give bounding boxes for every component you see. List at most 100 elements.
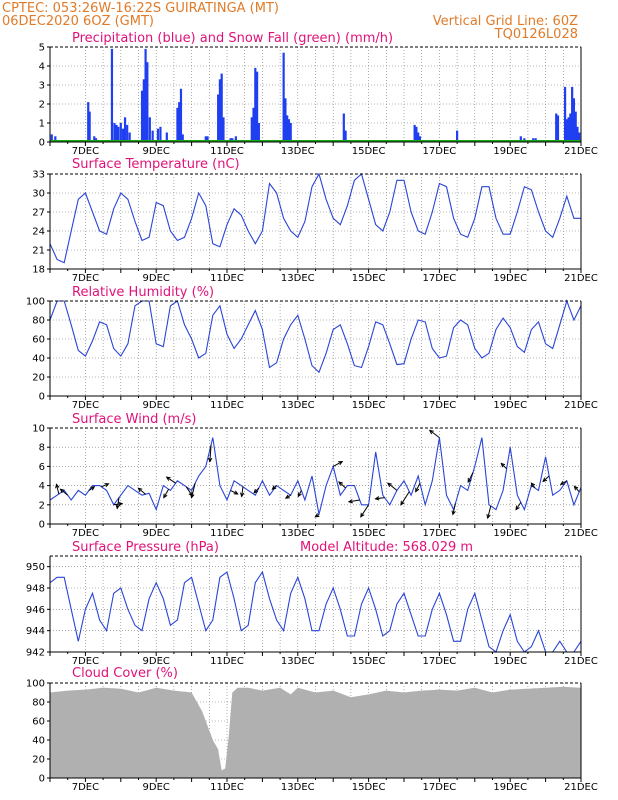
- precip-xtick-label: 21DEC: [564, 146, 598, 157]
- cloud-xtick-label: 17DEC: [423, 782, 457, 793]
- cloud-ytick-label: 40: [32, 736, 45, 747]
- wind-vector: [338, 481, 346, 489]
- wind-vector-head: [415, 487, 420, 493]
- wind-vector-head: [233, 490, 239, 495]
- wind-ytick-label: 10: [32, 424, 45, 435]
- precip-bar: [415, 126, 418, 142]
- wind-vector-head: [253, 488, 258, 494]
- wind-vector: [332, 461, 343, 467]
- pres-xtick-label: 7DEC: [72, 656, 99, 667]
- pres-xtick-label: 13DEC: [281, 656, 315, 667]
- precip-bar: [456, 130, 459, 142]
- precip-bar: [142, 79, 145, 142]
- precip-ytick-label: 4: [39, 62, 45, 73]
- wind-vector: [55, 484, 60, 495]
- temp-xtick-label: 21DEC: [564, 273, 598, 284]
- rh-xtick-label: 9DEC: [143, 400, 170, 411]
- rh-ytick-label: 60: [32, 335, 45, 346]
- precip-bar: [563, 86, 567, 142]
- precip-bar: [565, 119, 568, 142]
- wind-vector-head: [284, 494, 290, 499]
- wind-vector-head: [530, 482, 536, 488]
- wind-vector: [101, 483, 109, 488]
- precip-bar: [123, 117, 127, 142]
- temp-ytick-label: 33: [32, 170, 45, 181]
- precip-bar: [88, 111, 91, 142]
- wind-vector: [360, 504, 370, 518]
- wind-vector-head: [165, 476, 171, 481]
- precip-xtick-label: 17DEC: [423, 146, 457, 157]
- wind-vector-head: [347, 499, 353, 504]
- wind-vector: [375, 497, 385, 500]
- precip-bar: [181, 134, 184, 142]
- pres-ytick-label: 942: [26, 648, 45, 659]
- wind-vector: [542, 475, 550, 482]
- precip-bar: [222, 117, 225, 142]
- pres-ytick-label: 946: [26, 605, 45, 616]
- wind-vector: [415, 482, 421, 492]
- precip-bar: [574, 111, 577, 142]
- wind-vector: [500, 463, 508, 470]
- precip-xtick-label: 15DEC: [352, 146, 386, 157]
- precip-bar: [113, 123, 116, 142]
- precip-xtick-label: 7DEC: [72, 146, 99, 157]
- precip-bar: [126, 124, 129, 142]
- precip-bar: [344, 130, 347, 142]
- pres-xtick-label: 15DEC: [352, 656, 386, 667]
- cloud-ytick-label: 60: [32, 717, 45, 728]
- precip-ytick-label: 2: [39, 100, 45, 111]
- cloud-ytick-label: 20: [32, 755, 45, 766]
- wind-vector: [429, 429, 440, 439]
- cloud-cover-title: Cloud Cover (%): [72, 666, 178, 681]
- wind-vector-head: [451, 510, 456, 516]
- wind-xtick-label: 11DEC: [210, 528, 244, 539]
- precip-ytick-label: 5: [39, 43, 45, 54]
- precip-bar: [156, 128, 160, 142]
- cloud-xtick-label: 13DEC: [281, 782, 315, 793]
- precip-bar: [255, 71, 259, 142]
- wind-series-line: [49, 437, 582, 515]
- precip-bar: [54, 136, 57, 142]
- precip-bar: [93, 136, 96, 142]
- humidity-panel: Relative Humidity (%) 0 20 40 60 80 100 7DEC 9D…: [26, 285, 598, 411]
- wind-vector-head: [90, 486, 96, 491]
- precip-bar: [417, 132, 420, 142]
- cloud-cover-area: [50, 686, 581, 778]
- wind-vector-head: [387, 482, 392, 488]
- temp-ytick-label: 18: [32, 265, 45, 276]
- wind-vector-head: [467, 477, 472, 484]
- precip-bar: [217, 94, 220, 142]
- rh-ytick-label: 0: [39, 392, 45, 403]
- precip-bar: [572, 98, 576, 142]
- precip-bar: [179, 88, 183, 142]
- precip-bar: [115, 124, 118, 142]
- precip-xtick-label: 11DEC: [210, 146, 244, 157]
- precip-bar: [254, 67, 257, 142]
- wind-vector: [487, 505, 492, 519]
- precip-xtick-label: 13DEC: [281, 146, 315, 157]
- wind-ytick-label: 6: [39, 462, 45, 473]
- wind-title: Surface Wind (m/s): [72, 412, 196, 427]
- wind-vector-head: [486, 513, 491, 520]
- wind-vector-head: [190, 493, 195, 499]
- precip-bar: [576, 126, 579, 142]
- precip-bar: [234, 136, 237, 142]
- rh-xtick-label: 13DEC: [281, 400, 315, 411]
- cloud-ytick-label: 80: [32, 698, 45, 709]
- wind-vector-head: [559, 480, 565, 486]
- cloud-xtick-label: 7DEC: [72, 782, 99, 793]
- wind-ytick-label: 4: [39, 481, 45, 492]
- wind-vector-head: [542, 477, 548, 483]
- wind-vector: [452, 503, 456, 515]
- rh-xtick-label: 19DEC: [493, 400, 527, 411]
- wind-vector-head: [515, 505, 520, 511]
- precip-bar: [289, 123, 292, 142]
- temp-xtick-label: 9DEC: [143, 273, 170, 284]
- header-grid-note: Vertical Grid Line: 60Z: [433, 14, 578, 29]
- rh-ytick-label: 100: [26, 297, 45, 308]
- wind-vector-head: [118, 501, 124, 507]
- pressure-panel: Surface Pressure (hPa) Model Altitude: 5…: [26, 540, 598, 667]
- wind-vector: [387, 482, 398, 491]
- temp-ytick-label: 30: [32, 189, 45, 200]
- rh-xtick-label: 7DEC: [72, 400, 99, 411]
